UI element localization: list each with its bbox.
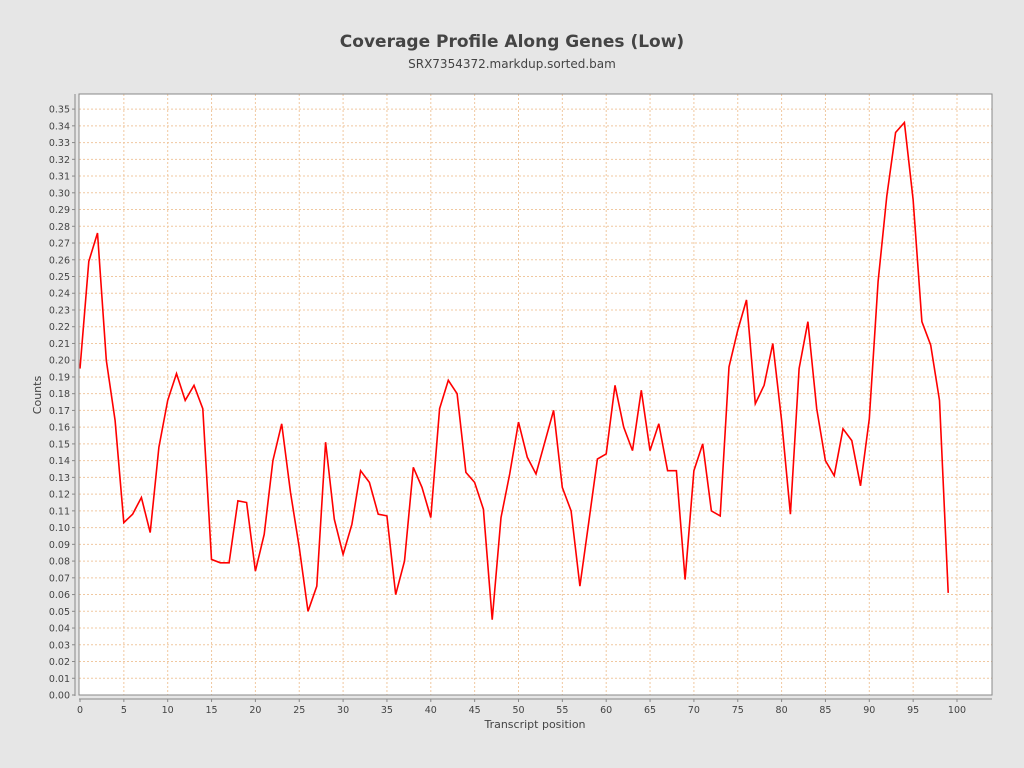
chart-subtitle: SRX7354372.markdup.sorted.bam [408,57,616,71]
y-tick-label: 0.28 [49,222,70,233]
x-tick-label: 50 [512,705,524,716]
y-axis-label: Counts [31,376,44,415]
y-tick-label: 0.01 [49,674,70,685]
x-tick-label: 65 [644,705,656,716]
y-tick-label: 0.26 [49,255,70,266]
x-tick-label: 30 [337,705,349,716]
y-tick-label: 0.02 [49,657,70,668]
y-tick-label: 0.29 [49,205,70,216]
x-tick-label: 20 [249,705,261,716]
y-tick-label: 0.04 [49,624,70,635]
x-tick-label: 90 [863,705,875,716]
x-tick-label: 0 [77,705,83,716]
x-tick-label: 55 [556,705,568,716]
x-tick-label: 70 [688,705,700,716]
y-tick-label: 0.17 [49,406,70,417]
y-tick-label: 0.27 [49,239,70,250]
y-tick-label: 0.32 [49,155,70,166]
x-tick-label: 45 [469,705,481,716]
y-tick-label: 0.34 [49,121,70,132]
y-tick-label: 0.11 [49,506,70,517]
axes: 0.00 0.01 0.02 0.03 0.04 0.05 0.06 0.07 0.08 0.09… [49,94,992,716]
grid [79,94,992,695]
x-tick-label: 100 [948,705,966,716]
y-tick-label: 0.06 [49,590,70,601]
y-tick-label: 0.21 [49,339,70,350]
y-tick-label: 0.24 [49,289,70,300]
y-tick-label: 0.13 [49,473,70,484]
series-layer [79,120,949,620]
y-tick-label: 0.33 [49,138,70,149]
y-tick-label: 0.07 [49,573,70,584]
y-tick-label: 0.14 [49,456,70,467]
y-tick-label: 0.03 [49,640,70,651]
y-tick-label: 0.23 [49,305,70,316]
y-tick-label: 0.35 [49,105,70,116]
x-tick-label: 5 [121,705,127,716]
x-tick-label: 25 [293,705,305,716]
y-tick-label: 0.30 [49,188,70,199]
plot-border [78,93,993,696]
plot-area [79,94,992,695]
y-tick-label: 0.31 [49,172,70,183]
y-tick-label: 0.19 [49,372,70,383]
y-tick-label: 0.22 [49,322,70,333]
x-tick-label: 10 [162,705,174,716]
x-tick-label: 80 [776,705,788,716]
x-tick-label: 35 [381,705,393,716]
y-tick-label: 0.16 [49,423,70,434]
y-tick-label: 0.08 [49,557,70,568]
y-tick-label: 0.10 [49,523,70,534]
x-tick-label: 75 [732,705,744,716]
y-tick-label: 0.18 [49,389,70,400]
x-axis-label: Transcript position [483,718,585,731]
x-tick-label: 85 [819,705,831,716]
y-tick-label: 0.25 [49,272,70,283]
chart-title: Coverage Profile Along Genes (Low) [339,32,685,52]
y-tick-label: 0.09 [49,540,70,551]
coverage-line [79,120,949,620]
y-tick-label: 0.20 [49,356,70,367]
y-tick-label: 0.05 [49,607,70,618]
x-tick-label: 15 [206,705,218,716]
y-tick-label: 0.00 [49,691,70,702]
y-tick-label: 0.12 [49,490,70,501]
x-tick-label: 95 [907,705,919,716]
y-tick-label: 0.15 [49,439,70,450]
x-tick-label: 40 [425,705,437,716]
x-tick-label: 60 [600,705,612,716]
